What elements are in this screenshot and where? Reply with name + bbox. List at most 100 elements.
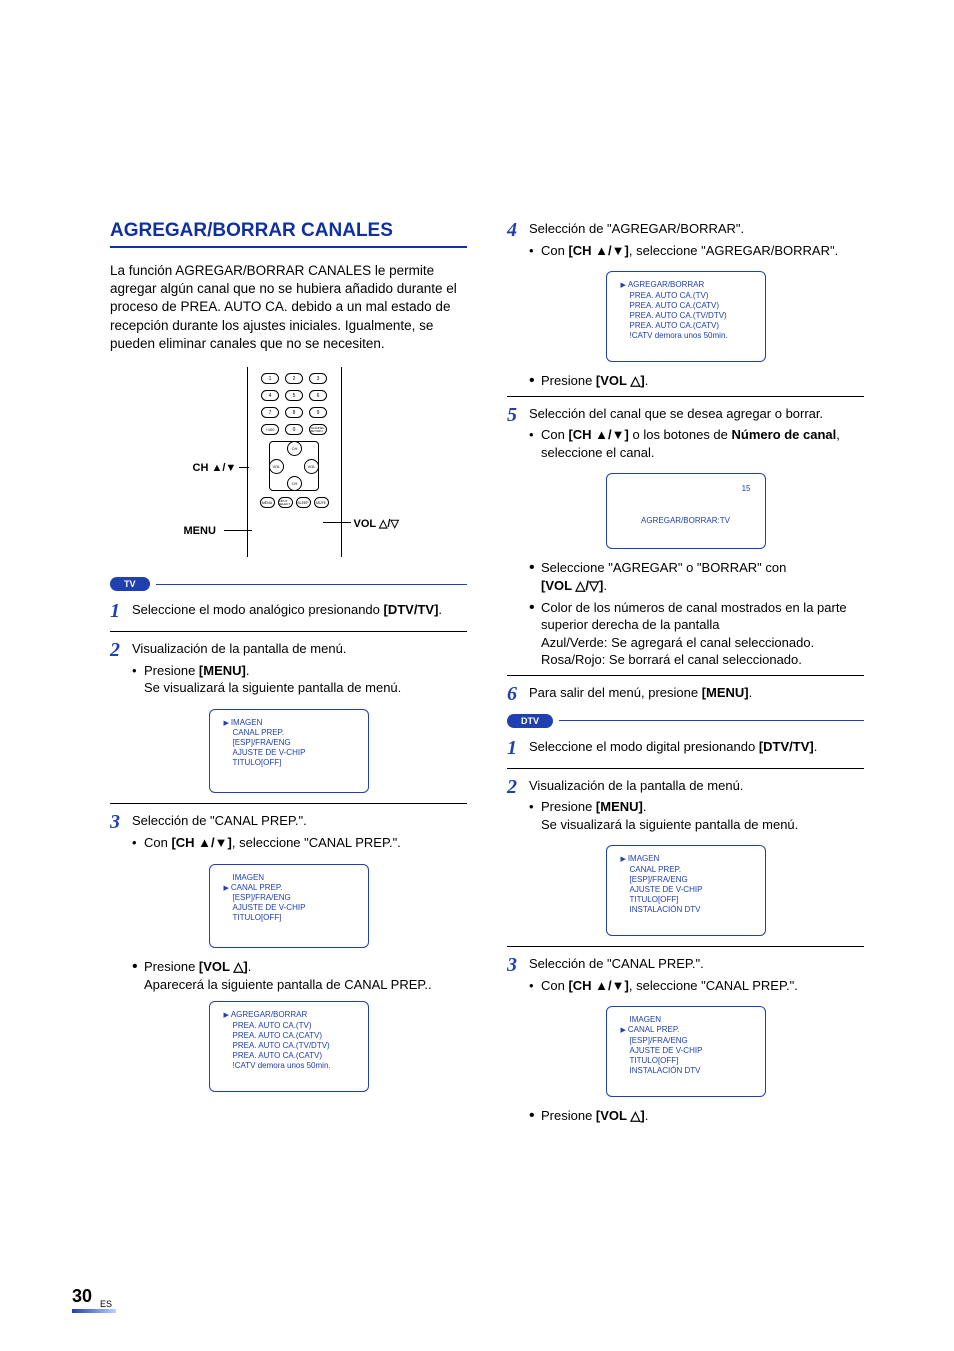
bullet-text: o los botones de [629, 427, 732, 442]
bullet-text: Con [144, 835, 171, 850]
remote-btn-6: 6 [309, 390, 327, 401]
menu-item: PREA. AUTO CA.(CATV) [621, 321, 757, 331]
step-num: 3 [110, 812, 132, 853]
btn-ref: [VOL △] [596, 373, 645, 388]
remote-btn-sleep: SLEEP [296, 497, 311, 508]
menu-item: AJUSTE DE V-CHIP [224, 748, 360, 758]
menu-item: PREA. AUTO CA.(TV) [621, 291, 757, 301]
bullet-text: Se visualizará la siguiente pantalla de … [541, 817, 798, 832]
menu-item: AJUSTE DE V-CHIP [621, 1046, 757, 1056]
menu-screenshot-3: AGREGAR/BORRAR PREA. AUTO CA.(TV) PREA. … [209, 1001, 369, 1092]
tv-pill: TV [110, 577, 150, 591]
step-text: Seleccione el modo digital presionando [529, 739, 759, 754]
step-num: 2 [507, 777, 529, 836]
step-3: 3 Selección de "CANAL PREP.". •Con [CH ▲… [110, 812, 467, 853]
btn-ref: [CH ▲/▼] [568, 978, 628, 993]
menu-screenshot-1: IMAGEN CANAL PREP. [ESP]/FRA/ENG AJUSTE … [209, 709, 369, 794]
channel-label: AGREGAR/BORRAR:TV [607, 516, 765, 525]
channel-box: 15 AGREGAR/BORRAR:TV [606, 473, 766, 549]
remote-btn-3: 3 [309, 373, 327, 384]
tv-pill-row: TV [110, 577, 467, 591]
bullet-text: . [643, 799, 647, 814]
bullet-text: Presione [541, 1108, 596, 1123]
remote-label-ch: CH ▲/▼ [193, 462, 237, 474]
bullet-text: Azul/Verde: Se agregará el canal selecci… [541, 635, 814, 650]
bullet-text: Rosa/Rojo: Se borrará el canal seleccion… [541, 652, 802, 667]
separator [507, 396, 864, 397]
btn-ref: [CH ▲/▼] [568, 243, 628, 258]
callout-line [239, 467, 249, 468]
btn-ref: [VOL △] [199, 959, 248, 974]
page-number-bar [72, 1309, 116, 1313]
menu-item: !CATV demora unos 50min. [621, 331, 757, 341]
intro-text: La función AGREGAR/BORRAR CANALES le per… [110, 262, 467, 353]
section-title: AGREGAR/BORRAR CANALES [110, 220, 467, 248]
dtv-step-3: 3 Selección de "CANAL PREP.". •Con [CH ▲… [507, 955, 864, 996]
menu-item: TITULO[OFF] [621, 895, 757, 905]
bullet-text: . [603, 578, 607, 593]
step-num: 1 [507, 738, 529, 758]
menu-item: PREA. AUTO CA.(CATV) [224, 1031, 360, 1041]
step-4: 4 Selección de "AGREGAR/BORRAR". •Con [C… [507, 220, 864, 261]
remote-btn-0: 0 [285, 424, 303, 435]
remote-btn-4: 4 [261, 390, 279, 401]
dpad-up: CH [287, 441, 302, 456]
bullet-text: Presione [144, 663, 199, 678]
menu-item: INSTALACIÓN DTV [621, 905, 757, 915]
step-num: 3 [507, 955, 529, 996]
remote-btn-9: 9 [309, 407, 327, 418]
bullet-text: Color de los números de canal mostrados … [541, 600, 847, 633]
step-title: Visualización de la pantalla de menú. [132, 641, 346, 656]
menu-item-selected: AGREGAR/BORRAR [621, 280, 705, 289]
menu-item: [ESP]/FRA/ENG [621, 1036, 757, 1046]
menu-screenshot-5: IMAGEN CANAL PREP. [ESP]/FRA/ENG AJUSTE … [606, 845, 766, 936]
step-2: 2 Visualización de la pantalla de menú. … [110, 640, 467, 699]
dtv-pill: DTV [507, 714, 553, 728]
bullet-text: Seleccione "AGREGAR" o "BORRAR" con [541, 560, 786, 575]
menu-item: IMAGEN [621, 1015, 757, 1025]
dtv-step-2: 2 Visualización de la pantalla de menú. … [507, 777, 864, 836]
menu-item-selected: CANAL PREP. [224, 883, 283, 892]
step-num: 4 [507, 220, 529, 261]
bullet-text: . [246, 663, 250, 678]
dpad-right: VOL [304, 459, 319, 474]
remote-btn-1: 1 [261, 373, 279, 384]
step-text: Seleccione el modo analógico presionando [132, 602, 384, 617]
step-title: Selección de "AGREGAR/BORRAR". [529, 221, 744, 236]
btn-ref: Número de canal [732, 427, 837, 442]
step-num: 2 [110, 640, 132, 699]
remote-btn-7: 7 [261, 407, 279, 418]
remote-btn-100: +100 [261, 424, 279, 435]
menu-item: TITULO[OFF] [224, 913, 360, 923]
remote-btn-chret: CHANNEL RETURN [309, 424, 327, 435]
bullet-text: . [248, 959, 252, 974]
step-num: 1 [110, 601, 132, 621]
step-num: 6 [507, 684, 529, 704]
menu-item: [ESP]/FRA/ENG [621, 875, 757, 885]
btn-ref: [MENU] [596, 799, 643, 814]
btn-ref: [VOL △] [596, 1108, 645, 1123]
menu-item: AJUSTE DE V-CHIP [621, 885, 757, 895]
step-title: Selección de "CANAL PREP.". [529, 956, 704, 971]
bullet-text: Presione [541, 799, 596, 814]
menu-item: PREA. AUTO CA.(CATV) [621, 301, 757, 311]
step-num: 5 [507, 405, 529, 464]
separator [507, 768, 864, 769]
menu-item-selected: IMAGEN [224, 718, 263, 727]
menu-item: PREA. AUTO CA.(CATV) [224, 1051, 360, 1061]
separator [507, 946, 864, 947]
menu-screenshot-4: AGREGAR/BORRAR PREA. AUTO CA.(TV) PREA. … [606, 271, 766, 362]
step-text: . [749, 685, 753, 700]
menu-item: PREA. AUTO CA.(TV/DTV) [621, 311, 757, 321]
menu-item: PREA. AUTO CA.(TV) [224, 1021, 360, 1031]
menu-item: CANAL PREP. [224, 728, 360, 738]
pill-line [559, 720, 864, 721]
bullet-text: Presione [144, 959, 199, 974]
dtv-step-1: 1 Seleccione el modo digital presionando… [507, 738, 864, 758]
btn-ref: [MENU] [702, 685, 749, 700]
menu-item: TITULO[OFF] [621, 1056, 757, 1066]
menu-item-selected: AGREGAR/BORRAR [224, 1010, 308, 1019]
menu-item: [ESP]/FRA/ENG [224, 893, 360, 903]
dpad-down: CH [287, 476, 302, 491]
bullet-text: Con [541, 978, 568, 993]
